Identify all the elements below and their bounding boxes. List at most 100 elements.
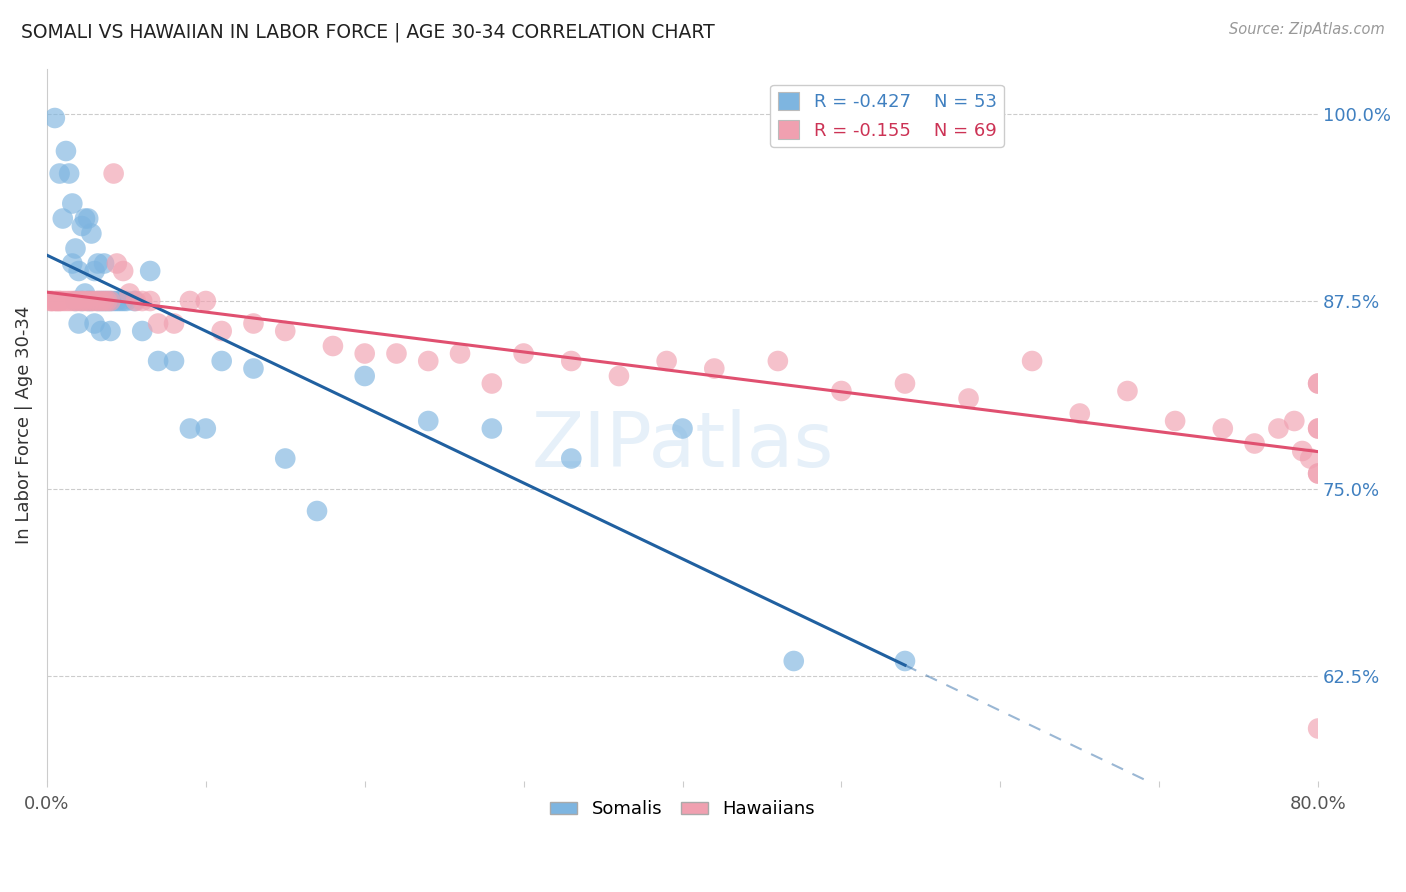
Point [87, 293, 110, 308]
Point [655, 354, 678, 368]
Point [77, 293, 100, 308]
Point [73, 211, 96, 226]
Point [60, 293, 83, 308]
Point [70, 293, 93, 308]
Point [1299, 451, 1322, 466]
Point [77, 211, 100, 226]
Text: ZIPatlas: ZIPatlas [531, 409, 834, 483]
Point [560, 354, 582, 368]
Point [80, 293, 103, 308]
Point [105, 293, 128, 308]
Point [1243, 436, 1265, 450]
Point [766, 354, 789, 368]
Point [83, 293, 105, 308]
Point [131, 293, 153, 308]
Point [70, 293, 93, 308]
Point [112, 293, 135, 308]
Point [894, 376, 917, 391]
Point [65, 293, 87, 308]
Point [112, 264, 135, 278]
Point [48, 167, 70, 181]
Point [67, 293, 90, 308]
Point [65, 293, 87, 308]
Point [211, 324, 233, 338]
Point [45, 293, 67, 308]
Point [124, 293, 146, 308]
Text: Source: ZipAtlas.com: Source: ZipAtlas.com [1229, 22, 1385, 37]
Point [146, 317, 169, 331]
Point [322, 339, 344, 353]
Point [385, 346, 408, 360]
Point [1267, 421, 1289, 435]
Point [194, 293, 217, 308]
Point [93, 256, 115, 270]
Point [100, 293, 122, 308]
Point [703, 361, 725, 376]
Point [67, 264, 90, 278]
Y-axis label: In Labor Force | Age 30-34: In Labor Force | Age 30-34 [15, 306, 32, 544]
Point [60, 256, 83, 270]
Point [512, 346, 534, 360]
Point [96, 293, 118, 308]
Point [73, 293, 96, 308]
Point [211, 354, 233, 368]
Point [87, 256, 110, 270]
Point [103, 293, 125, 308]
Point [115, 293, 138, 308]
Point [73, 286, 96, 301]
Point [52, 293, 75, 308]
Point [139, 293, 162, 308]
Point [100, 293, 122, 308]
Point [242, 317, 264, 331]
Point [274, 451, 297, 466]
Point [418, 354, 440, 368]
Point [80, 227, 103, 241]
Text: SOMALI VS HAWAIIAN IN LABOR FORCE | AGE 30-34 CORRELATION CHART: SOMALI VS HAWAIIAN IN LABOR FORCE | AGE … [21, 22, 714, 42]
Point [103, 167, 125, 181]
Point [783, 654, 806, 668]
Point [90, 324, 112, 338]
Point [118, 286, 141, 301]
Point [100, 324, 122, 338]
Point [1116, 384, 1139, 398]
Point [105, 256, 128, 270]
Point [131, 324, 153, 338]
Point [1308, 467, 1330, 481]
Point [44, 111, 66, 125]
Point [163, 354, 186, 368]
Point [1308, 722, 1330, 736]
Point [305, 504, 328, 518]
Point [139, 264, 162, 278]
Point [560, 451, 582, 466]
Point [481, 376, 503, 391]
Point [449, 346, 471, 360]
Point [60, 196, 83, 211]
Point [1291, 444, 1313, 458]
Point [1308, 421, 1330, 435]
Point [39, 293, 62, 308]
Point [894, 654, 917, 668]
Point [58, 167, 80, 181]
Point [58, 293, 80, 308]
Point [80, 293, 103, 308]
Point [418, 414, 440, 428]
Point [179, 421, 201, 435]
Point [146, 354, 169, 368]
Point [194, 421, 217, 435]
Point [830, 384, 852, 398]
Point [67, 317, 90, 331]
Legend: Somalis, Hawaiians: Somalis, Hawaiians [543, 793, 823, 825]
Point [274, 324, 297, 338]
Point [41, 293, 63, 308]
Point [108, 293, 131, 308]
Point [48, 293, 70, 308]
Point [1308, 376, 1330, 391]
Point [125, 293, 148, 308]
Point [1021, 354, 1043, 368]
Point [87, 293, 110, 308]
Point [55, 293, 77, 308]
Point [90, 293, 112, 308]
Point [957, 392, 980, 406]
Point [1284, 414, 1306, 428]
Point [93, 293, 115, 308]
